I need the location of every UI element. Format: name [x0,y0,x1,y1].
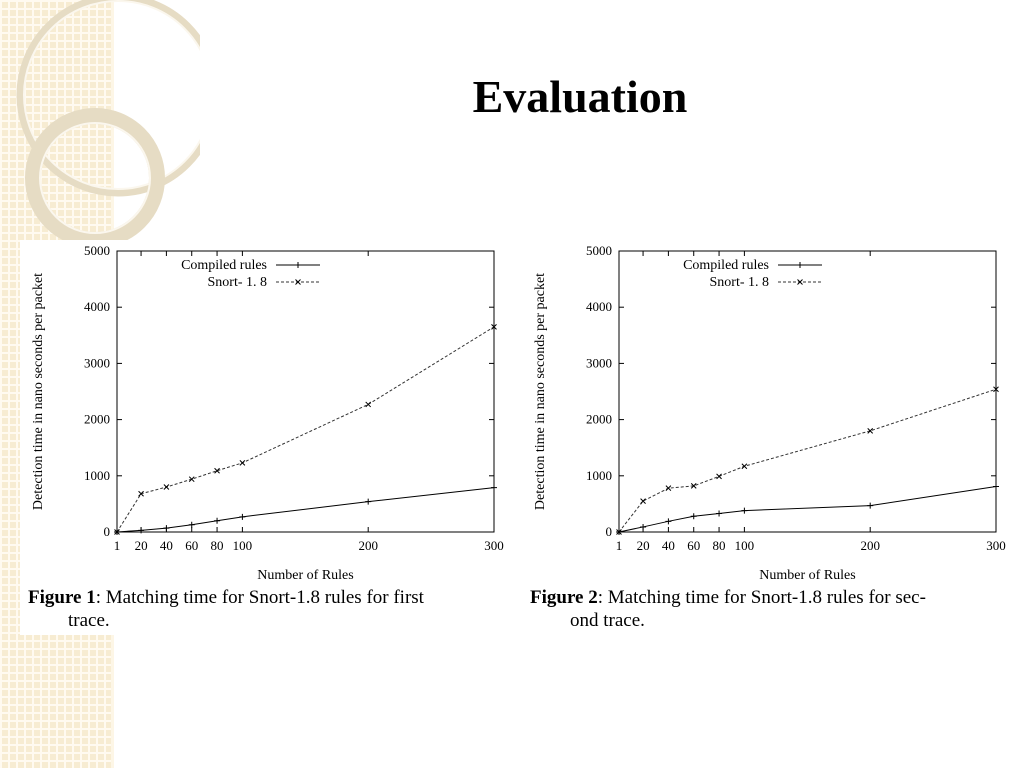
series-line [618,485,997,533]
data-point [239,513,246,520]
y-tick-label: 4000 [84,299,110,314]
data-point [716,473,722,480]
y-tick-label: 4000 [586,299,612,314]
figure-panel-1: 0 1000 2000 3000 4000 5000 1 20 40 60 80 100 200 300 N… [20,240,517,635]
decorative-ring-small [25,108,165,248]
y-tick-label: 0 [606,524,613,539]
caption-label: Figure 2 [530,587,598,608]
x-tick-label: 80 [713,538,726,553]
data-point [163,484,170,490]
data-point [616,529,622,535]
y-axis-label: Detection time in nano seconds per packe… [31,273,46,510]
plot-frame [116,250,495,533]
data-point [239,460,246,466]
y-tick-label: 2000 [84,412,110,427]
decorative-ring-small-inner [39,122,151,234]
x-tick-label: 20 [637,538,650,553]
figure-caption-2: Figure 2: Matching time for Snort-1.8 ru… [530,586,1015,632]
data-point [867,502,874,509]
legend-label: Snort- 1. 8 [710,275,770,290]
decorative-ring-large [16,0,200,197]
caption-text: : Matching time for Snort-1.8 rules for … [597,587,926,608]
decorative-rings [16,0,200,248]
x-tick-label: 300 [484,538,504,553]
decorative-ring-large-inner [23,0,200,190]
data-point [491,324,497,330]
y-tick-label: 1000 [84,468,110,483]
data-point [491,484,497,491]
legend-label: Compiled rules [683,258,769,273]
data-point [138,490,144,497]
data-point [741,507,748,514]
caption-text-cont: ond trace. [570,610,645,631]
data-point [867,427,874,434]
x-tick-label: 200 [860,538,880,553]
caption-label: Figure 1 [28,587,96,608]
caption-text-cont: trace. [68,610,110,631]
legend-marker [295,262,301,268]
data-point [640,523,647,530]
x-axis-label: Number of Rules [759,568,855,583]
data-point [365,498,372,505]
y-tick-label: 3000 [84,355,110,370]
figure-panel-2: 0 1000 2000 3000 4000 5000 1 20 40 60 80 100 200 300 N… [522,240,1019,635]
data-point [741,463,748,470]
x-tick-label: 300 [986,538,1006,553]
y-tick-label: 1000 [586,468,612,483]
y-tick-label: 2000 [586,412,612,427]
y-axis-label: Detection time in nano seconds per packe… [533,273,548,510]
data-point [214,517,221,524]
data-point [163,525,170,532]
x-tick-label: 60 [687,538,700,553]
data-point [665,518,672,525]
series-line [618,388,997,533]
data-point [114,529,120,535]
legend-marker [295,279,301,285]
data-point [665,485,672,492]
x-tick-label: 200 [358,538,378,553]
x-tick-label: 1 [616,538,623,553]
x-tick-label: 100 [735,538,755,553]
data-point [138,527,145,534]
data-point [993,483,999,490]
x-tick-label: 20 [135,538,148,553]
chart-2: 0 1000 2000 3000 4000 5000 1 20 40 60 80 100 200 300 N… [533,243,1006,583]
data-point [214,467,220,474]
x-tick-label: 40 [662,538,675,553]
y-tick-label: 3000 [586,355,612,370]
x-tick-label: 1 [114,538,121,553]
data-point [188,521,195,528]
data-point [690,513,697,520]
y-tick-label: 0 [104,524,111,539]
plot-frame [618,250,997,533]
x-tick-label: 60 [185,538,198,553]
series-line [116,326,495,533]
slide-title: Evaluation [472,71,688,122]
y-tick-label: 5000 [586,243,612,258]
data-point [365,401,372,408]
x-tick-label: 40 [160,538,173,553]
data-point [188,476,195,483]
figure-caption-1: Figure 1: Matching time for Snort-1.8 ru… [28,586,513,632]
y-tick-label: 5000 [84,243,110,258]
legend-label: Compiled rules [181,258,267,273]
series-line [116,487,495,533]
x-tick-label: 100 [233,538,253,553]
legend-label: Snort- 1. 8 [208,275,268,290]
data-point [690,483,697,489]
data-point [640,498,646,504]
data-point [993,386,999,393]
data-point [716,510,723,517]
legend-marker [797,262,803,268]
caption-text: : Matching time for Snort-1.8 rules for … [95,587,424,608]
x-tick-label: 80 [211,538,224,553]
x-axis-label: Number of Rules [257,568,353,583]
legend-marker [797,279,803,285]
chart-1: 0 1000 2000 3000 4000 5000 1 20 40 60 80 100 200 300 N… [31,243,504,583]
